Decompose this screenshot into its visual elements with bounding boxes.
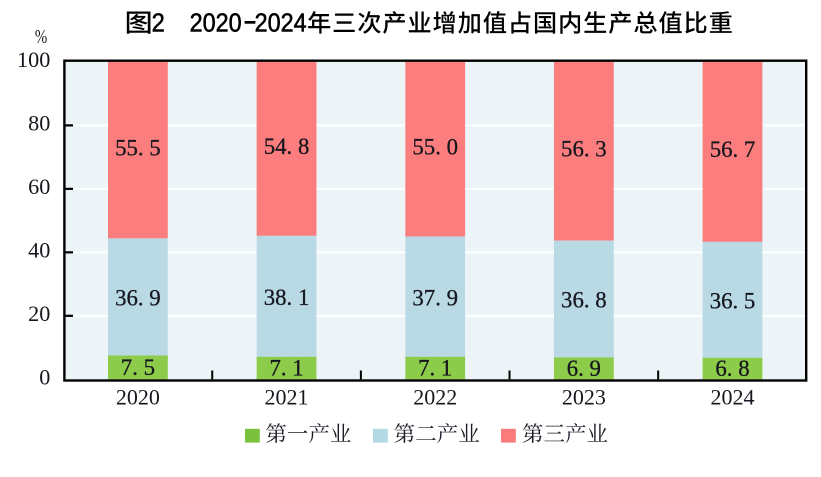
- svg-text:2021: 2021: [265, 384, 309, 409]
- svg-text:60: 60: [28, 174, 50, 199]
- svg-text:2020: 2020: [116, 384, 160, 409]
- svg-text:56. 3: 56. 3: [561, 137, 607, 162]
- svg-text:54. 8: 54. 8: [264, 134, 310, 159]
- svg-text:56. 7: 56. 7: [710, 137, 756, 162]
- svg-text:7. 1: 7. 1: [418, 356, 452, 381]
- svg-text:0: 0: [39, 365, 50, 390]
- svg-text:7. 1: 7. 1: [269, 356, 303, 381]
- svg-text:2020: 2020: [190, 10, 242, 38]
- svg-text:2022: 2022: [413, 384, 457, 409]
- svg-text:6. 8: 6. 8: [715, 356, 749, 381]
- svg-text:55. 0: 55. 0: [412, 135, 458, 160]
- svg-text:36. 9: 36. 9: [115, 286, 161, 311]
- svg-text:2024: 2024: [711, 384, 755, 409]
- svg-text:55. 5: 55. 5: [115, 135, 161, 160]
- svg-text:100: 100: [17, 47, 50, 72]
- svg-text:36. 5: 36. 5: [710, 288, 756, 313]
- svg-text:80: 80: [28, 111, 50, 136]
- svg-text:7. 5: 7. 5: [121, 355, 155, 380]
- svg-text:6. 9: 6. 9: [567, 356, 601, 381]
- svg-text:36. 8: 36. 8: [561, 288, 607, 313]
- svg-text:2024: 2024: [255, 10, 307, 38]
- svg-text:37. 9: 37. 9: [412, 285, 458, 310]
- svg-text:2023: 2023: [562, 384, 606, 409]
- svg-text:38. 1: 38. 1: [264, 285, 310, 310]
- svg-text:%: %: [35, 25, 48, 48]
- svg-text:2: 2: [152, 10, 165, 38]
- svg-text:20: 20: [28, 301, 50, 326]
- svg-text:40: 40: [28, 238, 50, 263]
